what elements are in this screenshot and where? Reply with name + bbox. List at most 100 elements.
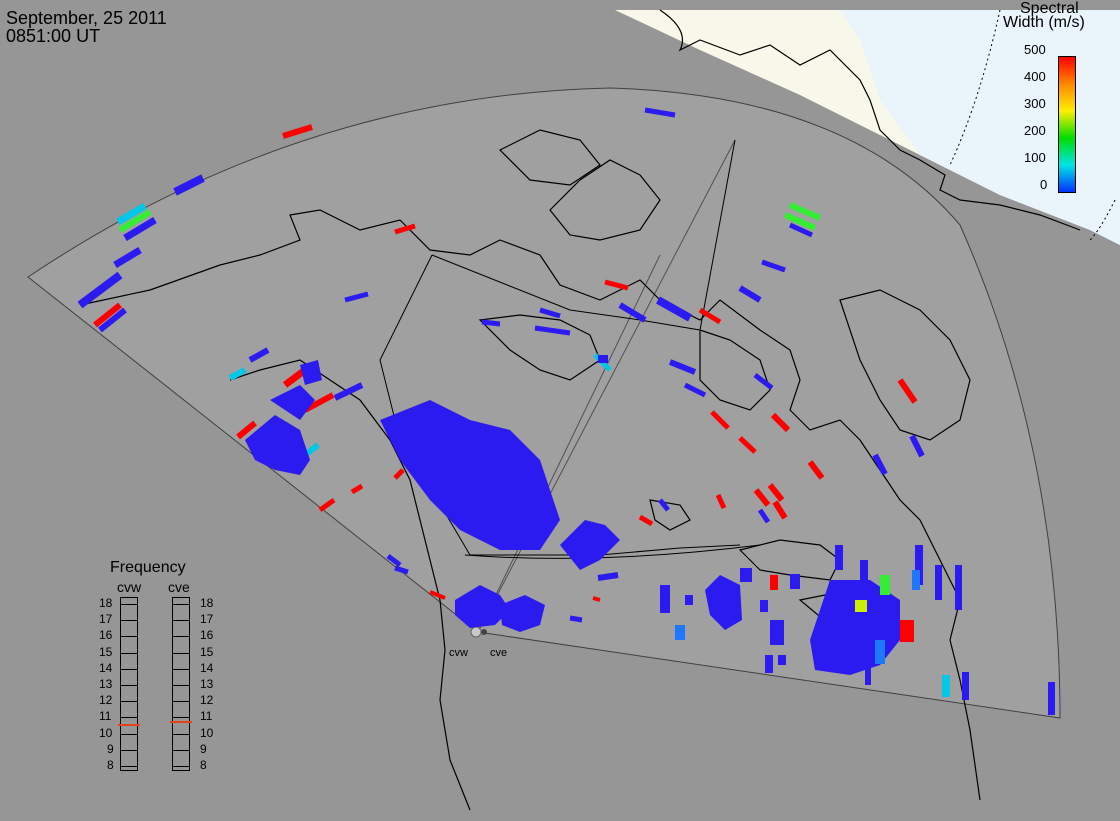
night-region — [840, 10, 1120, 245]
frequency-gridline — [121, 636, 137, 638]
frequency-scale-right: 17 — [200, 612, 214, 627]
echo-segment — [644, 107, 676, 118]
echo-segment — [116, 202, 147, 226]
frequency-gridline — [121, 701, 137, 703]
echo-segment — [228, 367, 247, 381]
echo-segment — [658, 498, 670, 512]
echo-segment — [757, 508, 771, 524]
frequency-gridline — [121, 620, 137, 622]
frequency-scale-left: 11 — [99, 709, 112, 724]
echo-segment — [394, 223, 416, 235]
terminator-dotted-line-2 — [1089, 199, 1116, 241]
echo-segment — [77, 271, 123, 309]
frequency-gridline — [173, 636, 189, 638]
echo-cell — [770, 620, 784, 645]
frequency-scale-right: 8 — [200, 758, 207, 772]
echo-segment — [767, 483, 785, 502]
echo-segment — [248, 347, 270, 363]
frequency-scale-left: 15 — [99, 644, 113, 659]
echo-segment — [333, 382, 364, 401]
echo-cell — [942, 675, 950, 697]
colorbar-title-line2: Width (m/s) — [1003, 14, 1085, 31]
echo-segment — [683, 382, 707, 398]
echo-cell — [955, 565, 962, 610]
frequency-gridline — [121, 604, 137, 605]
echo-segment — [761, 259, 786, 273]
frequency-right-label: cve — [168, 579, 190, 595]
echo-cluster — [380, 400, 560, 550]
echo-segment — [668, 359, 697, 375]
echo-cell — [790, 574, 800, 589]
echo-segment — [303, 392, 335, 413]
echo-cell — [835, 545, 843, 570]
frequency-gridline — [173, 717, 189, 719]
echo-segment — [618, 302, 647, 323]
frequency-scale-right: 10 — [200, 725, 214, 740]
echo-segment — [386, 554, 402, 567]
echo-segment — [393, 468, 405, 480]
echo-segment — [656, 296, 692, 322]
echo-cluster — [455, 585, 510, 628]
echo-segment — [698, 307, 722, 325]
echo-cluster — [705, 575, 742, 630]
echo-segment — [753, 488, 771, 507]
echo-cell — [598, 355, 608, 363]
echo-segment — [481, 319, 501, 327]
frequency-left-label: cvw — [117, 579, 142, 595]
echo-segment — [123, 216, 157, 242]
frequency-scale-left: 8 — [107, 758, 114, 772]
echo-segment — [534, 325, 571, 336]
echo-cluster — [560, 520, 620, 570]
colorbar-tick-label: 300 — [1024, 96, 1046, 111]
echo-segment — [118, 209, 152, 233]
cve-beam-boundary — [477, 254, 661, 633]
echo-segment — [738, 436, 757, 454]
echo-cell — [740, 568, 752, 582]
cvw-frequency-marker — [118, 723, 140, 726]
echo-segment — [350, 483, 364, 495]
echo-cell — [778, 655, 786, 665]
echo-cell — [915, 545, 923, 585]
cve-frequency-marker — [170, 720, 192, 723]
frequency-scale-right: 16 — [200, 628, 214, 643]
echo-cluster — [300, 360, 322, 385]
echo-cluster — [500, 595, 545, 632]
echo-segment — [569, 615, 583, 623]
frequency-scale-right: 12 — [200, 693, 214, 708]
echo-cell — [962, 672, 969, 700]
echo-segment — [236, 420, 257, 440]
frequency-gridline — [121, 685, 137, 686]
echo-segment — [282, 124, 313, 139]
echo-cell — [860, 560, 868, 590]
echo-cell — [760, 600, 768, 612]
frequency-gridline — [173, 685, 189, 686]
frequency-gridline — [173, 620, 189, 622]
echo-cluster — [270, 385, 315, 420]
echo-cell — [865, 665, 871, 685]
frequency-scale-right: 18 — [200, 596, 214, 610]
colorbar-tick-label: 0 — [1040, 177, 1048, 192]
colorbar-title-line1: Spectral — [1020, 0, 1079, 17]
echo-segment — [872, 453, 888, 476]
echo-cell — [875, 640, 885, 664]
echo-segment — [710, 410, 730, 430]
echo-segment — [772, 500, 788, 520]
echo-segment — [344, 291, 369, 303]
cvw-site-label: cvw — [449, 647, 468, 659]
echo-segment — [93, 302, 122, 328]
echo-cell — [685, 595, 693, 605]
echo-segment — [753, 373, 774, 390]
frequency-gridline — [173, 604, 189, 605]
frequency-gridline — [173, 652, 189, 654]
echo-segment — [638, 514, 654, 527]
frequency-scale-right: 15 — [200, 644, 214, 659]
echo-cell — [935, 565, 942, 600]
frequency-scale-right: 9 — [200, 741, 207, 756]
echo-segment — [113, 246, 142, 269]
cve-frequency-column — [170, 597, 192, 771]
echo-cluster — [245, 415, 310, 475]
colorbar-gradient — [1058, 56, 1076, 193]
echo-cell — [765, 655, 773, 673]
frequency-scale-right: 14 — [200, 660, 214, 675]
frequency-scale-right: 11 — [200, 709, 213, 724]
